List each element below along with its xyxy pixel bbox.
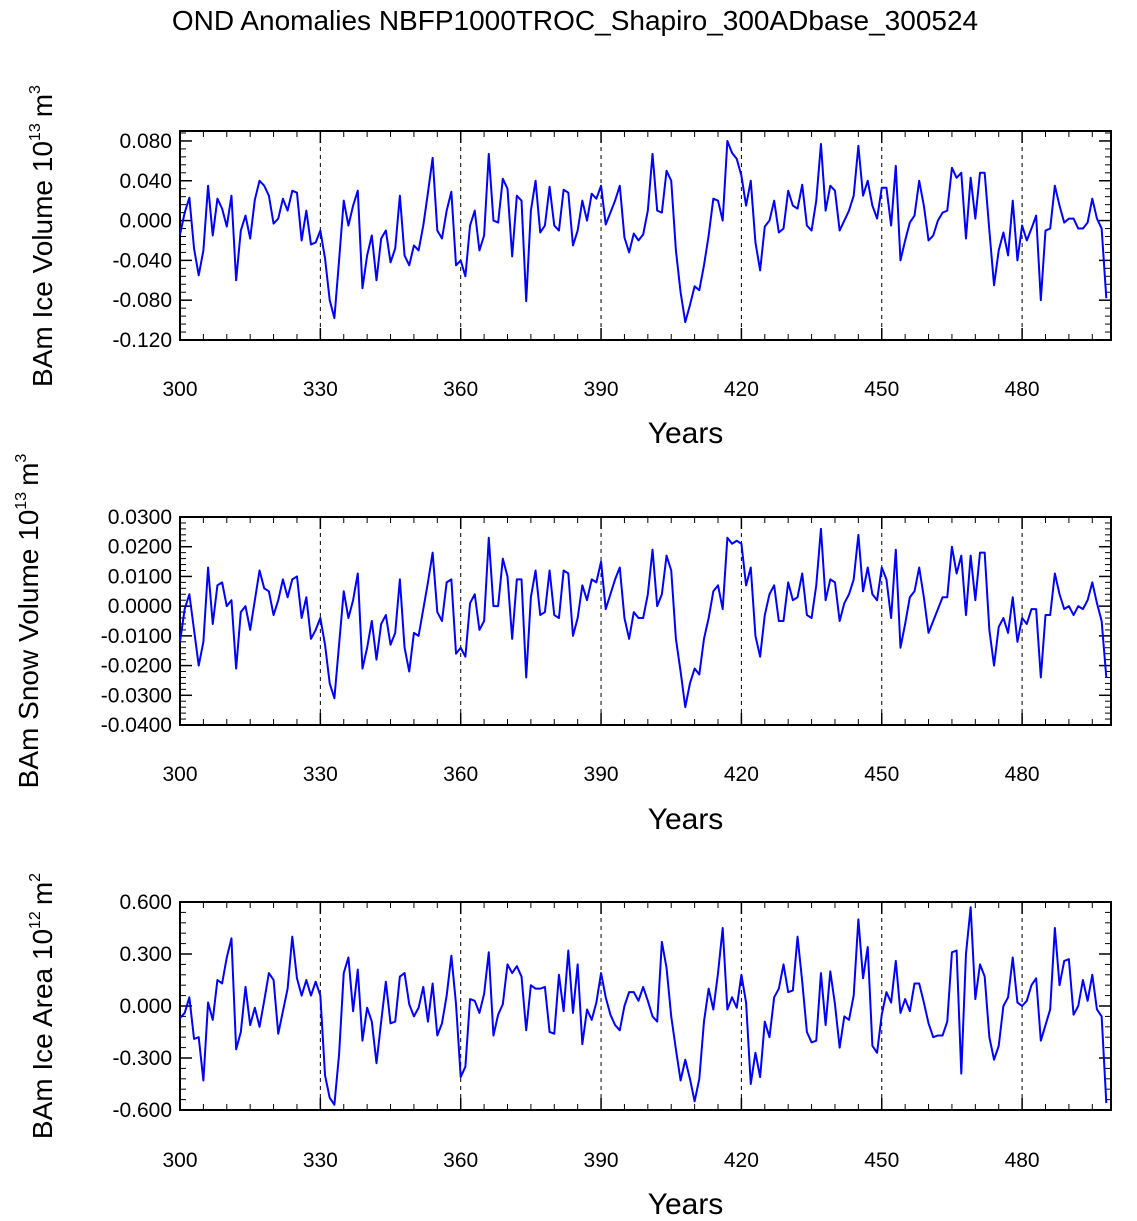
y-tick-label: -0.600: [112, 1099, 172, 1122]
plot-frame: [179, 130, 1112, 341]
x-tick-label: 390: [584, 1149, 619, 1172]
y-axis-label-unit-exponent: 3: [27, 85, 44, 94]
x-axis-label: Years: [648, 417, 724, 450]
y-axis-label: BAm Ice Volume 1013 m3: [27, 85, 58, 387]
y-axis-label-text: BAm Ice Area 10: [27, 929, 58, 1139]
y-axis-label-unit-exponent: 3: [13, 454, 30, 463]
y-tick-label: 0.0200: [108, 536, 172, 559]
y-tick-label: 0.000: [119, 210, 172, 233]
y-tick-label: -0.0400: [101, 714, 172, 737]
y-tick-label: 0.0300: [108, 506, 172, 529]
y-tick-label: 0.000: [119, 995, 172, 1018]
x-tick-label: 480: [1005, 378, 1040, 401]
x-tick-label: 450: [864, 378, 899, 401]
y-tick-label: 0.040: [119, 170, 172, 193]
x-tick-label: 390: [584, 378, 619, 401]
y-tick-label: 0.0100: [108, 565, 172, 588]
x-tick-label: 420: [724, 1149, 759, 1172]
series-line: [179, 906, 1108, 1106]
y-tick-label: 0.300: [119, 943, 172, 966]
y-axis-label-exponent: 12: [27, 911, 44, 929]
x-tick-label: 300: [162, 1149, 197, 1172]
x-tick-label: 360: [443, 1149, 478, 1172]
x-tick-label: 330: [303, 1149, 338, 1172]
x-tick-label: 450: [864, 763, 899, 786]
y-tick-label: 0.600: [119, 891, 172, 914]
y-tick-label: -0.120: [112, 329, 172, 352]
x-tick-label: 360: [443, 378, 478, 401]
x-tick-label: 360: [443, 763, 478, 786]
y-axis-label-unit: m: [13, 463, 44, 486]
y-axis-label-text: BAm Ice Volume 10: [27, 141, 58, 387]
x-tick-label: 300: [162, 378, 197, 401]
x-axis-label: Years: [648, 1188, 724, 1221]
y-tick-label: -0.040: [112, 249, 172, 272]
y-tick-label: -0.0300: [101, 684, 172, 707]
x-tick-label: 330: [303, 378, 338, 401]
plot-frame: [179, 516, 1112, 726]
x-tick-label: 450: [864, 1149, 899, 1172]
y-axis-label-exponent: 13: [13, 492, 30, 510]
x-tick-label: 300: [162, 763, 197, 786]
chart-panel-2: 300 330 360 390 420 450 480 -0.0400 -0.0300 -0.02…: [13, 454, 1112, 836]
x-tick-label: 390: [584, 763, 619, 786]
y-axis-label-unit-exponent: 2: [27, 873, 44, 882]
y-tick-label: -0.080: [112, 289, 172, 312]
y-tick-label: -0.0100: [101, 625, 172, 648]
x-tick-label: 480: [1005, 1149, 1040, 1172]
series-line: [179, 527, 1108, 709]
y-tick-label: 0.080: [119, 130, 172, 153]
y-tick-label: 0.0000: [108, 595, 172, 618]
chart-panel-3: 300 330 360 390 420 450 480 -0.600 -0.300 0.000 0.…: [27, 873, 1112, 1221]
figure-title: OND Anomalies NBFP1000TROC_Shapiro_300AD…: [172, 5, 978, 36]
y-axis-label: BAm Snow Volume 1013 m3: [13, 454, 44, 789]
x-axis-label: Years: [648, 803, 724, 836]
x-tick-label: 480: [1005, 763, 1040, 786]
x-tick-label: 420: [724, 763, 759, 786]
y-axis-label-unit: m: [27, 94, 58, 117]
chart-panel-1: 300 330 360 390 420 450 480 -0.120 -0.080 -0.040 0…: [27, 85, 1112, 450]
y-axis-label: BAm Ice Area 1012 m2: [27, 873, 58, 1139]
y-axis-label-unit: m: [27, 882, 58, 905]
x-tick-label: 420: [724, 378, 759, 401]
x-tick-label: 330: [303, 763, 338, 786]
y-axis-label-text: BAm Snow Volume 10: [13, 510, 44, 789]
y-tick-label: -0.300: [112, 1047, 172, 1070]
y-tick-label: -0.0200: [101, 655, 172, 678]
y-axis-label-exponent: 13: [27, 123, 44, 141]
series-line: [179, 139, 1108, 324]
